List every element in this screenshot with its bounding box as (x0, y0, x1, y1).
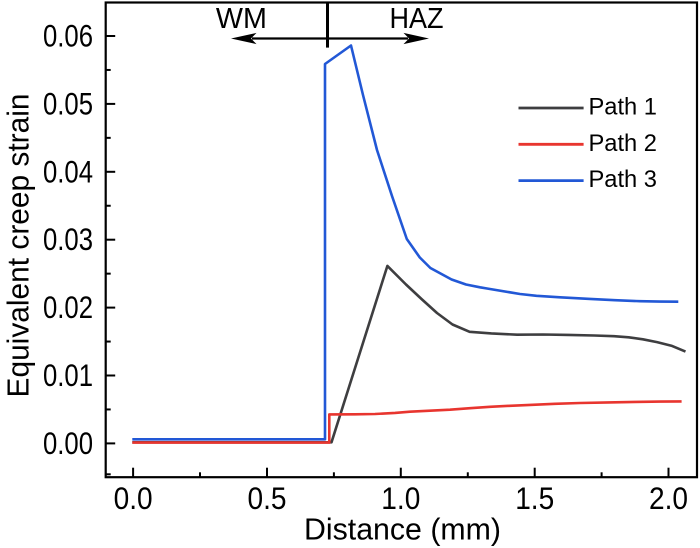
svg-text:Equivalent creep strain: Equivalent creep strain (0, 93, 35, 397)
svg-text:0.01: 0.01 (43, 357, 93, 393)
svg-text:2.0: 2.0 (649, 480, 688, 516)
svg-text:Path 2: Path 2 (589, 130, 658, 157)
svg-text:0.0: 0.0 (114, 480, 153, 516)
svg-text:Path 3: Path 3 (589, 166, 658, 193)
svg-text:0.06: 0.06 (43, 18, 93, 54)
svg-text:WM: WM (216, 3, 267, 35)
svg-text:1.0: 1.0 (381, 480, 420, 516)
svg-text:0.02: 0.02 (43, 289, 93, 325)
svg-text:Distance (mm): Distance (mm) (304, 511, 501, 546)
svg-text:0.03: 0.03 (43, 221, 93, 257)
svg-text:0.5: 0.5 (248, 480, 287, 516)
svg-text:1.5: 1.5 (515, 480, 554, 516)
svg-text:0.05: 0.05 (43, 85, 93, 121)
svg-text:HAZ: HAZ (390, 3, 444, 35)
svg-text:Path 1: Path 1 (589, 94, 658, 121)
svg-text:0.04: 0.04 (43, 153, 93, 189)
svg-text:0.00: 0.00 (43, 425, 93, 461)
